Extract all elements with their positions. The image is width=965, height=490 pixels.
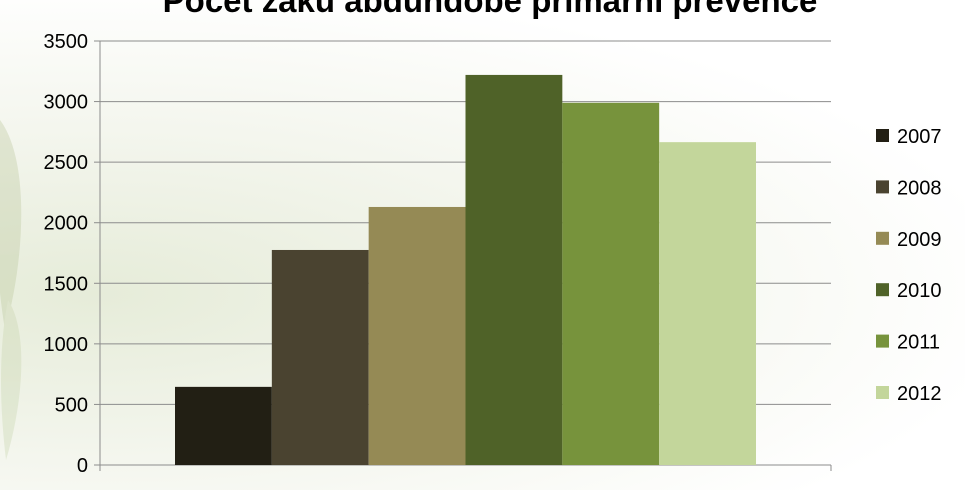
bar-2012 xyxy=(659,142,756,465)
y-tick-label: 1500 xyxy=(44,273,89,295)
legend-swatch-2009 xyxy=(876,231,889,245)
legend-label-2011: 2011 xyxy=(897,332,940,354)
legend-swatch-2011 xyxy=(876,334,889,348)
bars xyxy=(175,74,756,466)
legend-swatch-2012 xyxy=(876,386,889,399)
y-tick-labels: 0 500 1000 1500 2000 2500 3000 3500 xyxy=(44,31,89,477)
leaf-decoration xyxy=(0,120,22,460)
legend-label-2012: 2012 xyxy=(897,383,942,405)
legend-label-2008: 2008 xyxy=(897,177,942,199)
legend: 2007 2008 2009 2010 2011 2012 xyxy=(876,126,942,405)
bar-2008 xyxy=(271,249,369,465)
legend-swatch-2007 xyxy=(876,129,889,142)
bar-2007 xyxy=(175,386,272,465)
y-tick-label: 500 xyxy=(55,394,88,416)
y-tick-label: 0 xyxy=(77,455,88,477)
legend-label-2007: 2007 xyxy=(897,126,942,148)
bar-2009 xyxy=(368,206,466,466)
legend-label-2010: 2010 xyxy=(897,280,942,302)
chart-title: Počet žáků abdundobé primární prevence xyxy=(163,0,818,19)
bar-2011 xyxy=(562,102,660,465)
legend-swatch-2008 xyxy=(876,180,889,194)
legend-label-2009: 2009 xyxy=(897,229,942,251)
y-tick-label: 3000 xyxy=(44,92,89,114)
y-tick-label: 3500 xyxy=(44,31,89,53)
legend-swatch-2010 xyxy=(876,283,889,297)
y-tick-label: 1000 xyxy=(44,334,89,356)
y-tick-label: 2500 xyxy=(44,152,89,174)
bar-2010 xyxy=(465,74,563,466)
y-tick-label: 2000 xyxy=(44,213,89,235)
